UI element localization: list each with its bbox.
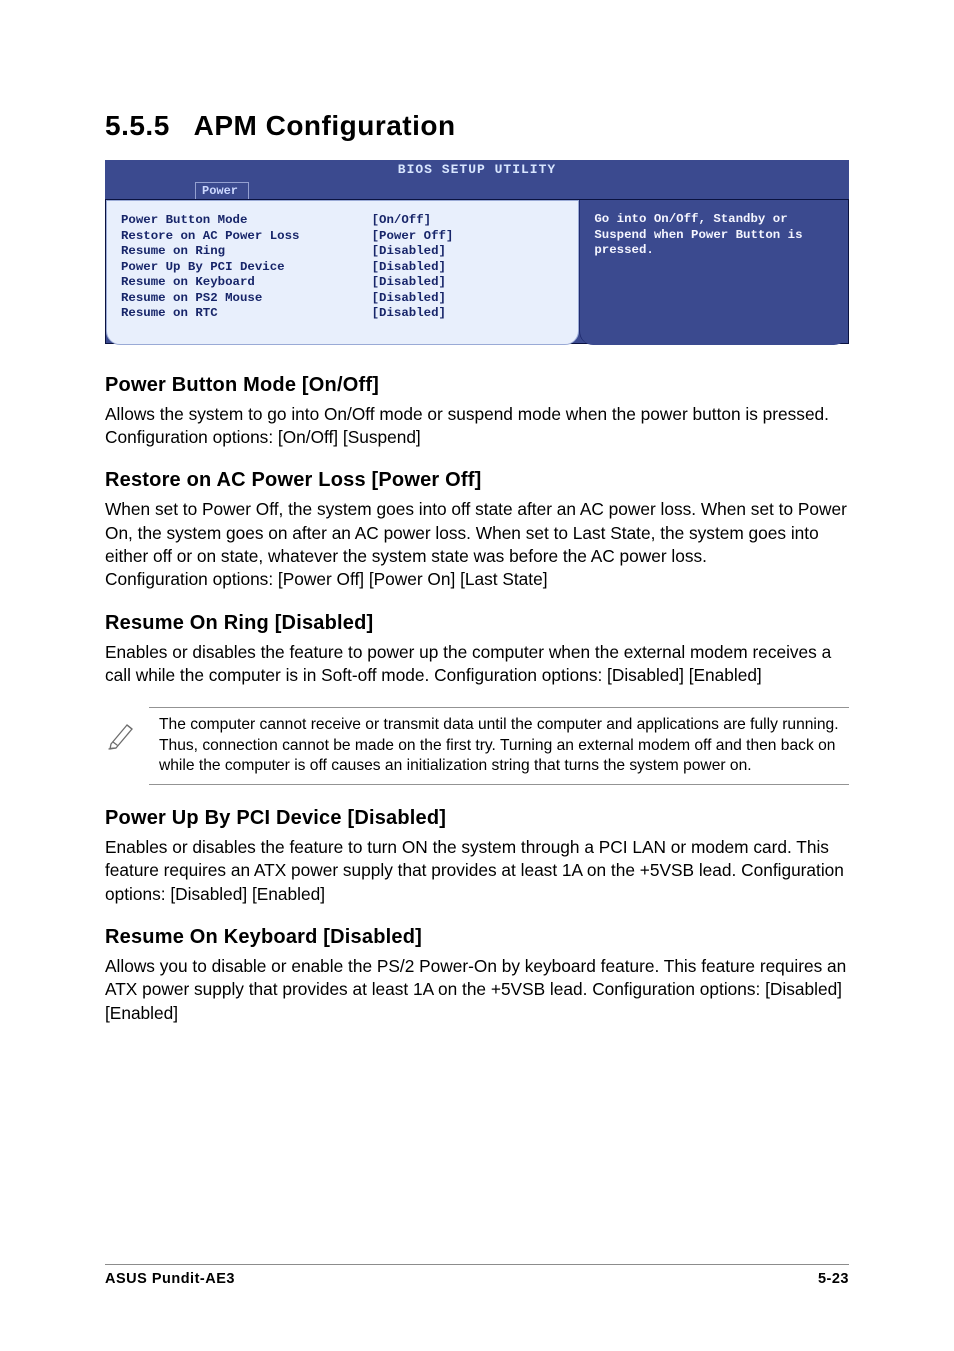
section-number: 5.5.5 xyxy=(105,110,170,141)
bios-row-label: Resume on RTC xyxy=(121,306,372,322)
bios-settings-panel: Power Button Mode[On/Off] Restore on AC … xyxy=(106,200,579,345)
note-text: The computer cannot receive or transmit … xyxy=(159,715,841,777)
setting-block: Power Button Mode [On/Off] Allows the sy… xyxy=(105,374,849,450)
bios-row-label: Resume on Ring xyxy=(121,244,372,260)
section-heading: 5.5.5 APM Configuration xyxy=(105,110,849,142)
setting-body: Allows the system to go into On/Off mode… xyxy=(105,403,849,450)
bios-row-value: [Disabled] xyxy=(372,291,565,307)
setting-block: Resume On Keyboard [Disabled] Allows you… xyxy=(105,926,849,1025)
bios-row-value: [Disabled] xyxy=(372,275,565,291)
note-block: The computer cannot receive or transmit … xyxy=(149,707,849,785)
bios-screenshot: BIOS SETUP UTILITY Power Power Button Mo… xyxy=(105,160,849,344)
setting-body: Enables or disables the feature to turn … xyxy=(105,836,849,906)
bios-row-value: [On/Off] xyxy=(372,213,565,229)
pencil-icon xyxy=(105,715,141,777)
bios-row-label: Resume on PS2 Mouse xyxy=(121,291,372,307)
bios-row-label: Power Button Mode xyxy=(121,213,372,229)
setting-block: Resume On Ring [Disabled] Enables or dis… xyxy=(105,612,849,688)
bios-title-bar: BIOS SETUP UTILITY xyxy=(105,160,849,179)
setting-heading: Resume On Ring [Disabled] xyxy=(105,612,849,635)
bios-help-panel: Go into On/Off, Standby or Suspend when … xyxy=(579,200,848,345)
setting-body: Enables or disables the feature to power… xyxy=(105,641,849,688)
section-title: APM Configuration xyxy=(194,110,456,141)
page-footer: ASUS Pundit-AE3 5-23 xyxy=(105,1264,849,1287)
bios-row-value: [Disabled] xyxy=(372,306,565,322)
bios-row-value: [Power Off] xyxy=(372,229,565,245)
setting-heading: Power Button Mode [On/Off] xyxy=(105,374,849,397)
bios-row-value: [Disabled] xyxy=(372,260,565,276)
bios-tab-row: Power xyxy=(105,179,849,199)
setting-block: Power Up By PCI Device [Disabled] Enable… xyxy=(105,807,849,906)
setting-body: Allows you to disable or enable the PS/2… xyxy=(105,955,849,1025)
bios-body: Power Button Mode[On/Off] Restore on AC … xyxy=(105,199,849,344)
bios-row-value: [Disabled] xyxy=(372,244,565,260)
bios-row-label: Restore on AC Power Loss xyxy=(121,229,372,245)
bios-tab-power: Power xyxy=(195,182,249,199)
bios-row-label: Power Up By PCI Device xyxy=(121,260,372,276)
footer-left: ASUS Pundit-AE3 xyxy=(105,1271,235,1287)
setting-block: Restore on AC Power Loss [Power Off] Whe… xyxy=(105,469,849,591)
setting-heading: Resume On Keyboard [Disabled] xyxy=(105,926,849,949)
bios-row-label: Resume on Keyboard xyxy=(121,275,372,291)
setting-heading: Power Up By PCI Device [Disabled] xyxy=(105,807,849,830)
footer-right: 5-23 xyxy=(818,1271,849,1287)
setting-body: When set to Power Off, the system goes i… xyxy=(105,498,849,591)
setting-heading: Restore on AC Power Loss [Power Off] xyxy=(105,469,849,492)
